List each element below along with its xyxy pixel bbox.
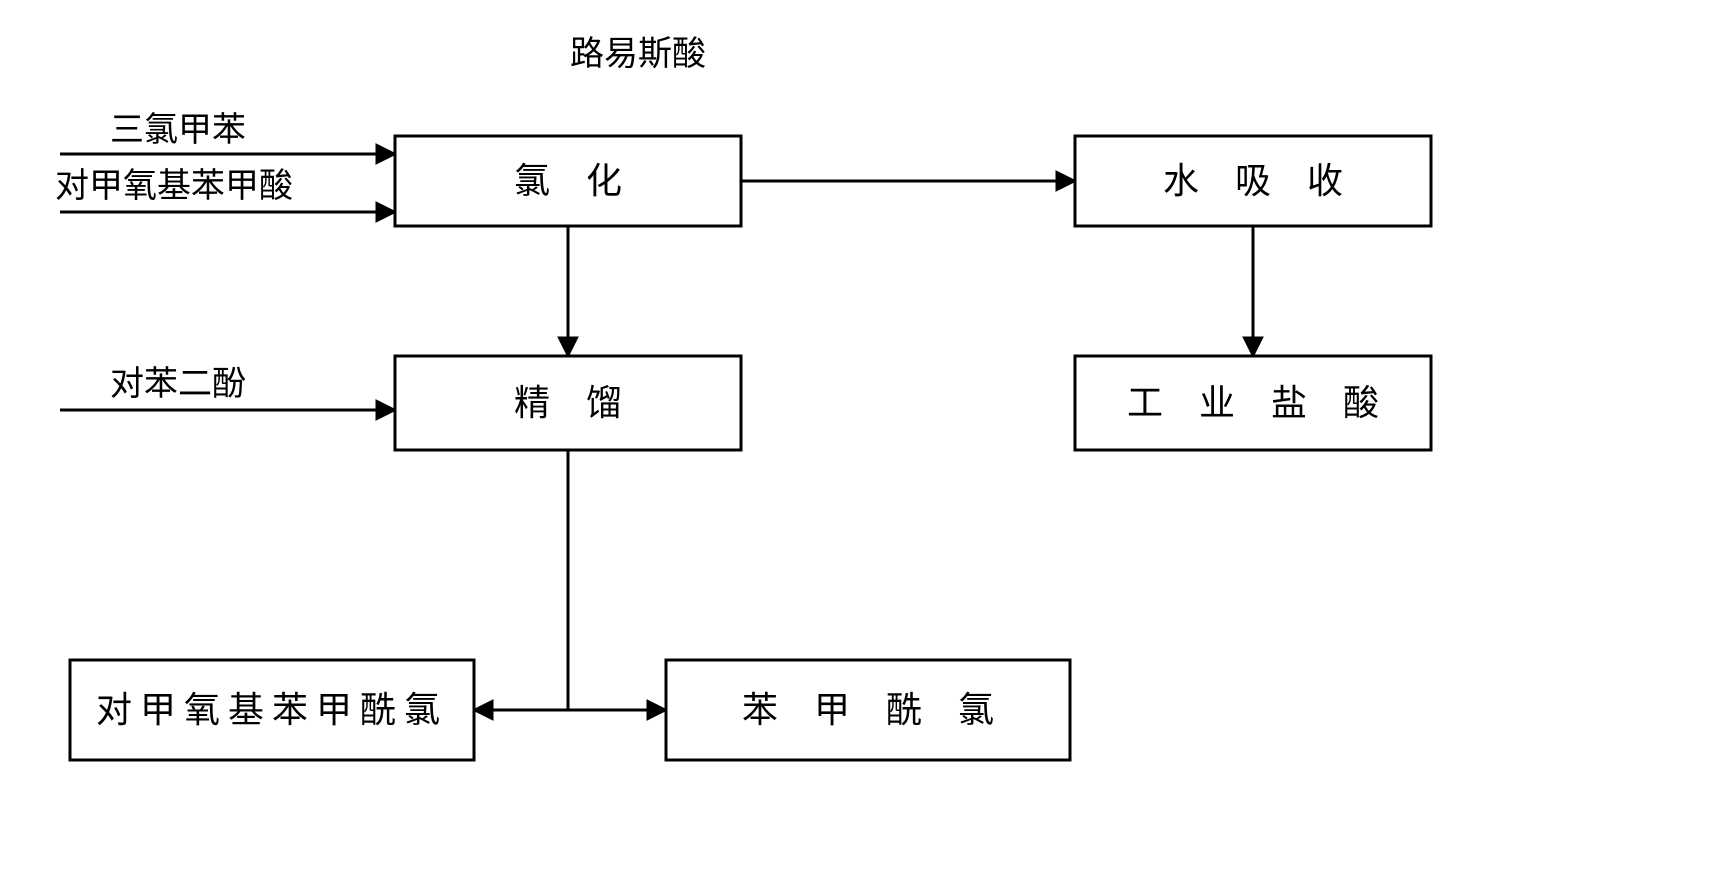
label-in_hq: 对苯二酚	[110, 365, 246, 403]
node-label-chlorin: 氯化	[514, 161, 658, 201]
node-label-water_abs: 水吸收	[1163, 161, 1379, 201]
node-label-out_bc: 苯甲酰氯	[742, 690, 1030, 730]
node-label-rectify: 精馏	[514, 383, 658, 423]
label-in_pmba: 对甲氧基苯甲酸	[55, 167, 293, 205]
node-label-out_pmbc: 对甲氧基苯甲酰氯	[96, 690, 448, 730]
label-catalyst: 路易斯酸	[570, 35, 706, 73]
node-label-hcl: 工业盐酸	[1127, 383, 1415, 423]
flowchart-canvas: 路易斯酸三氯甲苯对甲氧基苯甲酸 氯化 水吸收对苯二酚 精馏 工业盐酸对甲氧基苯甲酰氯 苯甲…	[0, 0, 1717, 877]
label-in_tcb: 三氯甲苯	[110, 111, 246, 149]
